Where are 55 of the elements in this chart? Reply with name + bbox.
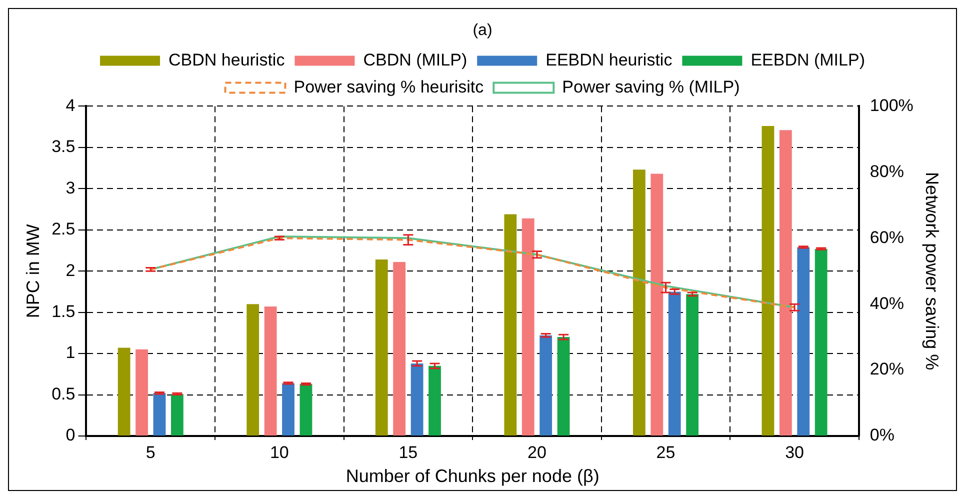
legend-label: Power saving % heurisitc [294,77,484,96]
bar [814,248,828,436]
bar [668,292,681,436]
bar [264,306,277,436]
y-tick-label: 3.5 [52,137,76,156]
y-tick-label: 1 [66,343,76,362]
bar [686,294,699,436]
bar [428,366,441,436]
x-tick-label: 20 [528,442,546,462]
y2-tick-label: 40% [870,294,904,313]
y-tick-label: 0.5 [52,384,76,404]
legend-label: EEBDN (MILP) [750,50,865,70]
y-tick-label: 2 [66,260,76,280]
bar [650,174,664,436]
x-tick-label: 10 [270,442,289,462]
bar [118,348,130,436]
bar [557,337,570,436]
bar [540,335,552,436]
x-tick-label: 30 [785,442,804,462]
bar [522,218,534,436]
x-tick-label: 5 [146,442,156,462]
bar [170,394,184,436]
x-axis-title: Number of Chunks per node (β) [346,466,600,486]
y2-tick-label: 20% [870,360,904,379]
bar [410,363,424,436]
bar [153,393,166,436]
y-tick-label: 4 [66,96,76,115]
legend-label: CBDN (MILP) [363,50,468,70]
bar [779,130,792,436]
legend-label: EEBDN heuristic [546,50,673,70]
y2-tick-label: 80% [870,162,904,181]
y-tick-label: 1.5 [52,302,76,322]
legend-label: Power saving % (MILP) [562,77,740,96]
bar [300,384,312,436]
bar [375,260,388,436]
legend-label: CBDN heuristic [168,50,286,70]
bar [282,383,294,436]
bar [762,126,774,436]
bar [504,214,517,436]
bar [246,304,260,436]
y-tick-label: 0 [66,426,76,445]
y2-tick-label: 0% [870,426,894,445]
x-tick-label: 25 [656,442,676,462]
bar [393,262,406,436]
x-tick-label: 15 [398,442,418,462]
y-axis-title: NPC in MW [22,224,43,318]
bar [632,170,646,436]
chart-title: (a) [472,22,492,40]
y-tick-label: 3 [66,178,76,198]
y-tick-label: 2.5 [52,220,76,239]
y2-tick-label: 100% [870,96,914,115]
y2-tick-label: 60% [870,228,904,247]
y2-axis-title: Network power saving % [922,172,942,370]
bar [797,247,810,436]
bar [136,349,148,436]
